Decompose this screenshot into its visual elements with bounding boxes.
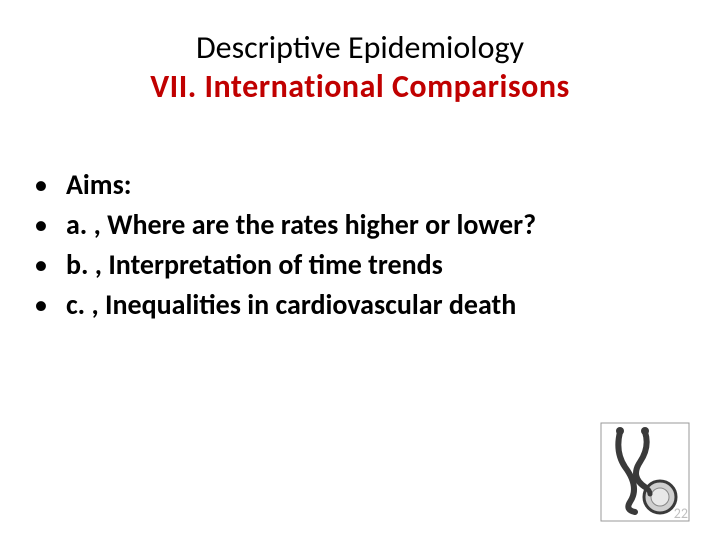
list-item: • Aims:: [34, 166, 720, 204]
bullet-list: • Aims: • a. , Where are the rates highe…: [0, 166, 720, 324]
bullet-text: Aims:: [66, 166, 132, 204]
slide-title-block: Descriptive Epidemiology VII. Internatio…: [0, 0, 720, 106]
list-item: • b. , Interpretation of time trends: [34, 246, 720, 284]
bullet-text: a. , Where are the rates higher or lower…: [66, 206, 536, 244]
list-item: • c. , Inequalities in cardiovascular de…: [34, 286, 720, 324]
list-item: • a. , Where are the rates higher or low…: [34, 206, 720, 244]
bullet-dot-icon: •: [34, 206, 48, 244]
bullet-text: b. , Interpretation of time trends: [66, 246, 443, 284]
title-line-2: VII. International Comparisons: [0, 67, 720, 106]
bullet-dot-icon: •: [34, 286, 48, 324]
bullet-text: c. , Inequalities in cardiovascular deat…: [66, 286, 516, 324]
bullet-dot-icon: •: [34, 166, 48, 204]
page-number: 22: [674, 505, 688, 522]
title-line-1: Descriptive Epidemiology: [0, 28, 720, 67]
bullet-dot-icon: •: [34, 246, 48, 284]
